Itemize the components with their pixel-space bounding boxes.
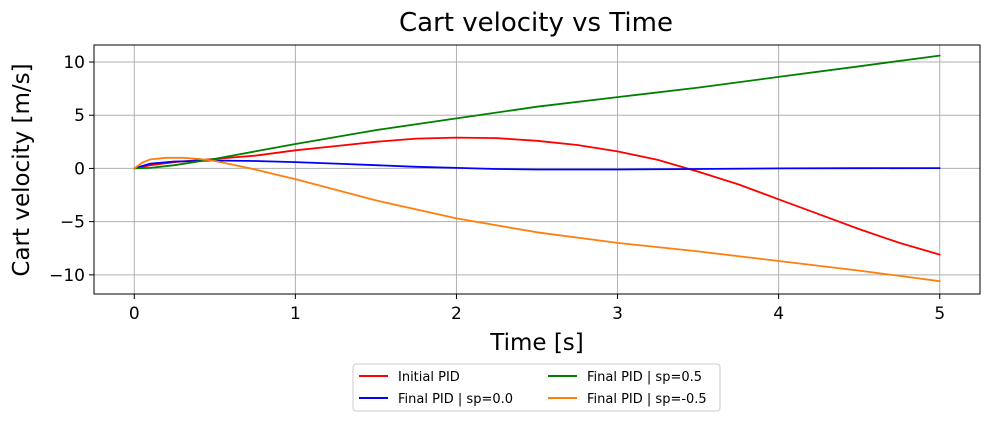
y-tick-label: 10 [63, 53, 85, 73]
y-axis-label: Cart velocity [m/s] [9, 63, 35, 276]
legend-label-final-pid-sp-0: Final PID | sp=0.0 [398, 392, 513, 407]
y-tick-label: −5 [60, 213, 85, 233]
x-tick-label: 4 [773, 304, 784, 324]
series-lines [133, 54, 941, 283]
chart-title: Cart velocity vs Time [399, 8, 673, 38]
x-tick-label: 3 [612, 304, 623, 324]
y-tick-label: −10 [49, 266, 85, 286]
x-tick-label: 0 [129, 304, 140, 324]
legend-label-initial-pid: Initial PID [398, 370, 460, 385]
legend-frame [352, 363, 721, 412]
x-axis-label: Time [s] [489, 330, 584, 356]
x-tick-label: 2 [451, 304, 462, 324]
y-axis-ticks: 10 5 0 −5 −10 [49, 53, 94, 286]
series-line-3 [133, 156, 941, 283]
x-tick-label: 1 [290, 304, 301, 324]
y-tick-label: 0 [74, 159, 85, 179]
legend: Initial PID Final PID | sp=0.0 Final PID… [352, 363, 721, 412]
x-tick-label: 5 [934, 304, 945, 324]
series-line-2 [133, 54, 941, 170]
x-axis-ticks: 0 1 2 3 4 5 [129, 294, 945, 324]
y-tick-label: 5 [74, 106, 85, 126]
series-line-0 [133, 136, 941, 256]
plot-frame [93, 44, 981, 295]
legend-label-final-pid-sp-neg-0-5: Final PID | sp=-0.5 [587, 392, 707, 407]
legend-label-final-pid-sp-0-5: Final PID | sp=0.5 [587, 370, 702, 385]
